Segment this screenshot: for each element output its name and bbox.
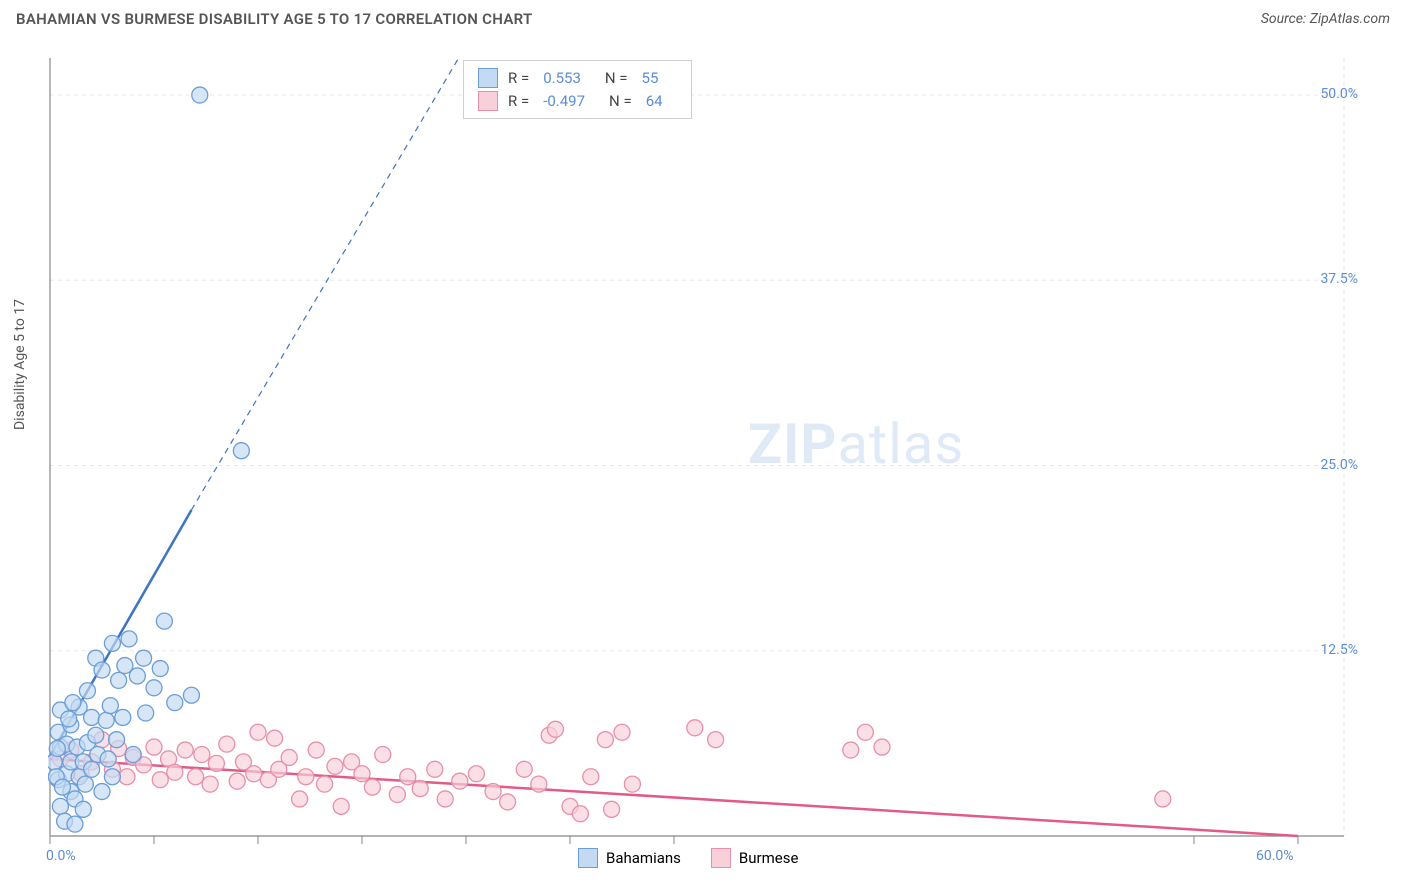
swatch-blue-icon [478,68,498,88]
series-legend: Bahamians Burmese [578,848,798,868]
n-label-2: N = [609,90,632,113]
x-tick-label: 60.0% [1256,848,1294,864]
y-tick-label: 37.5% [1298,271,1358,287]
chart-title: BAHAMIAN VS BURMESE DISABILITY AGE 5 TO … [16,10,533,28]
source-attribution: Source: ZipAtlas.com [1261,11,1390,27]
n-label-1: N = [605,67,628,90]
r-label-1: R = [508,67,529,90]
y-tick-label: 25.0% [1298,457,1358,473]
stats-legend: R = 0.553 N = 55 R = -0.497 N = 64 [463,60,692,119]
r-label-2: R = [508,90,529,113]
stats-row-2: R = -0.497 N = 64 [478,90,677,113]
legend-label-2: Burmese [739,849,799,867]
legend-item-1: Bahamians [578,848,681,868]
n-value-2: 64 [646,90,663,113]
swatch-pink-icon [478,91,498,111]
n-value-1: 55 [642,67,659,90]
y-tick-label: 12.5% [1298,642,1358,658]
scatter-plot [48,56,1348,844]
y-axis-label: Disability Age 5 to 17 [12,299,28,430]
swatch-blue-icon [578,848,598,868]
chart-area: ZIPatlas R = 0.553 N = 55 R = -0.497 N =… [48,56,1348,844]
r-value-1: 0.553 [543,67,581,90]
swatch-pink-icon [711,848,731,868]
r-value-2: -0.497 [543,90,585,113]
y-tick-label: 50.0% [1298,86,1358,102]
x-tick-label: 0.0% [46,848,76,864]
legend-label-1: Bahamians [606,849,681,867]
legend-item-2: Burmese [711,848,799,868]
stats-row-1: R = 0.553 N = 55 [478,67,677,90]
